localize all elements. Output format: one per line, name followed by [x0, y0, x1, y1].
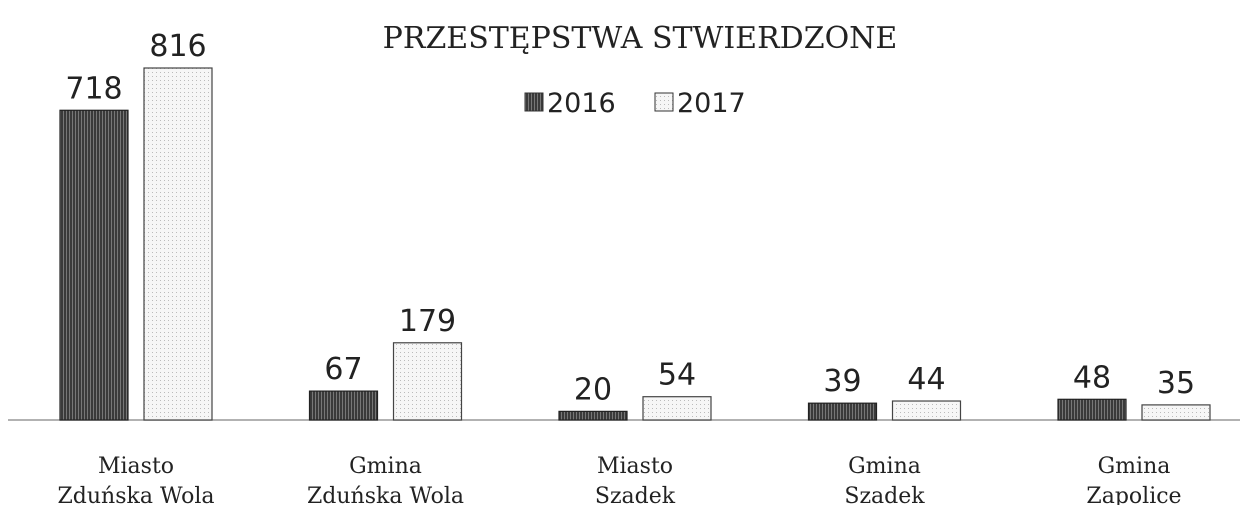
x-tick-label: Miasto [597, 454, 673, 479]
bar [891, 400, 962, 421]
x-tick-label: Zduńska Wola [307, 484, 464, 505]
x-tick-label: Gmina [1098, 454, 1171, 479]
value-label: 179 [399, 304, 456, 339]
x-tick-label: Miasto [98, 454, 174, 479]
x-tick-label: Szadek [844, 484, 925, 505]
value-label: 44 [907, 362, 945, 397]
bar [1141, 404, 1211, 421]
bar [642, 396, 712, 421]
x-tick-label: Gmina [349, 454, 422, 479]
value-label: 39 [823, 364, 861, 399]
bar [1057, 398, 1127, 421]
value-label: 718 [65, 71, 122, 106]
value-label: 20 [574, 372, 612, 407]
legend-swatch [654, 92, 674, 112]
value-label: 54 [658, 358, 696, 393]
bar [59, 109, 129, 421]
value-label: 816 [149, 29, 206, 64]
x-tick-label: Zduńska Wola [58, 484, 215, 505]
bar [143, 67, 213, 421]
value-label: 67 [324, 352, 362, 387]
value-label: 48 [1073, 360, 1111, 395]
chart-title: PRZESTĘPSTWA STWIERDZONE [383, 21, 898, 56]
legend-swatch [524, 92, 544, 112]
bar [308, 390, 379, 421]
x-tick-label: Zapolice [1086, 484, 1181, 505]
bar [807, 402, 878, 421]
value-label: 35 [1157, 366, 1195, 401]
bar [392, 342, 463, 421]
x-tick-label: Gmina [848, 454, 921, 479]
legend-label: 2016 [547, 88, 616, 119]
x-tick-label: Szadek [595, 484, 676, 505]
legend-label: 2017 [677, 88, 746, 119]
bar [558, 410, 628, 421]
